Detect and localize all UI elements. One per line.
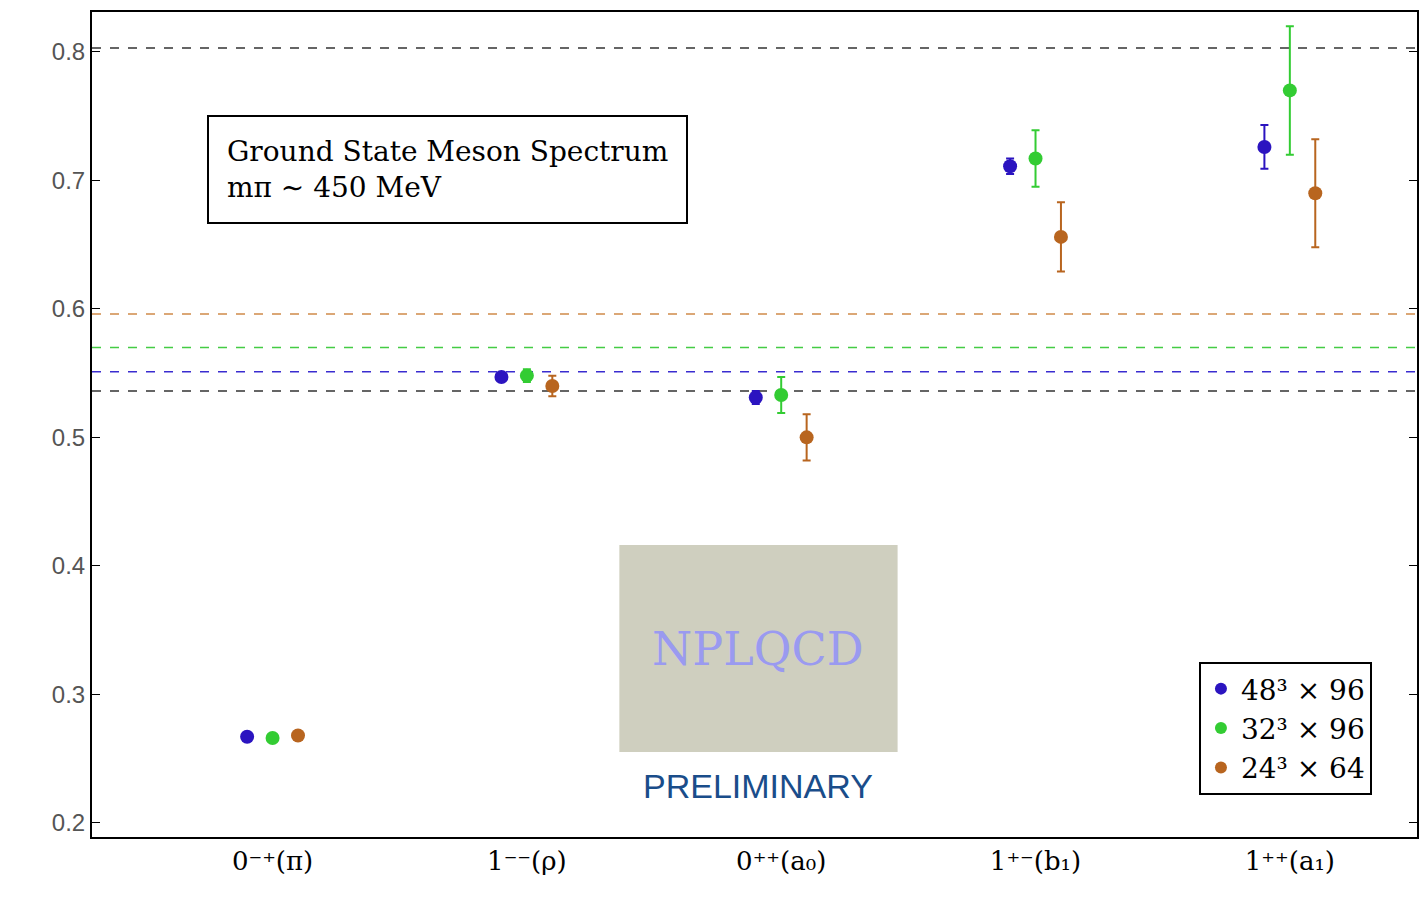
svg-text:0.5: 0.5 <box>52 424 85 451</box>
svg-text:0⁺⁺(a₀): 0⁺⁺(a₀) <box>736 846 826 876</box>
svg-text:NPLQCD: NPLQCD <box>652 622 864 676</box>
svg-text:Ground State Meson Spectrummπ: Ground State Meson Spectrummπ ∼ 450 MeV <box>227 135 668 204</box>
svg-text:0.6: 0.6 <box>52 295 85 322</box>
svg-text:0.7: 0.7 <box>52 167 85 194</box>
svg-text:1⁺⁻(b₁): 1⁺⁻(b₁) <box>990 846 1081 876</box>
svg-text:1⁺⁺(a₁): 1⁺⁺(a₁) <box>1245 846 1335 876</box>
svg-text:0.2: 0.2 <box>52 809 85 836</box>
svg-text:0.4: 0.4 <box>52 552 85 579</box>
svg-text:32³ × 96: 32³ × 96 <box>1241 713 1365 746</box>
svg-text:0.3: 0.3 <box>52 681 85 708</box>
svg-text:1⁻⁻(ρ): 1⁻⁻(ρ) <box>487 846 567 876</box>
svg-text:0⁻⁺(π): 0⁻⁺(π) <box>232 846 313 876</box>
svg-text:48³ × 96: 48³ × 96 <box>1241 674 1365 707</box>
svg-text:24³ × 64: 24³ × 64 <box>1241 752 1365 785</box>
svg-text:0.8: 0.8 <box>52 38 85 65</box>
svg-text:PRELIMINARY: PRELIMINARY <box>643 767 873 805</box>
